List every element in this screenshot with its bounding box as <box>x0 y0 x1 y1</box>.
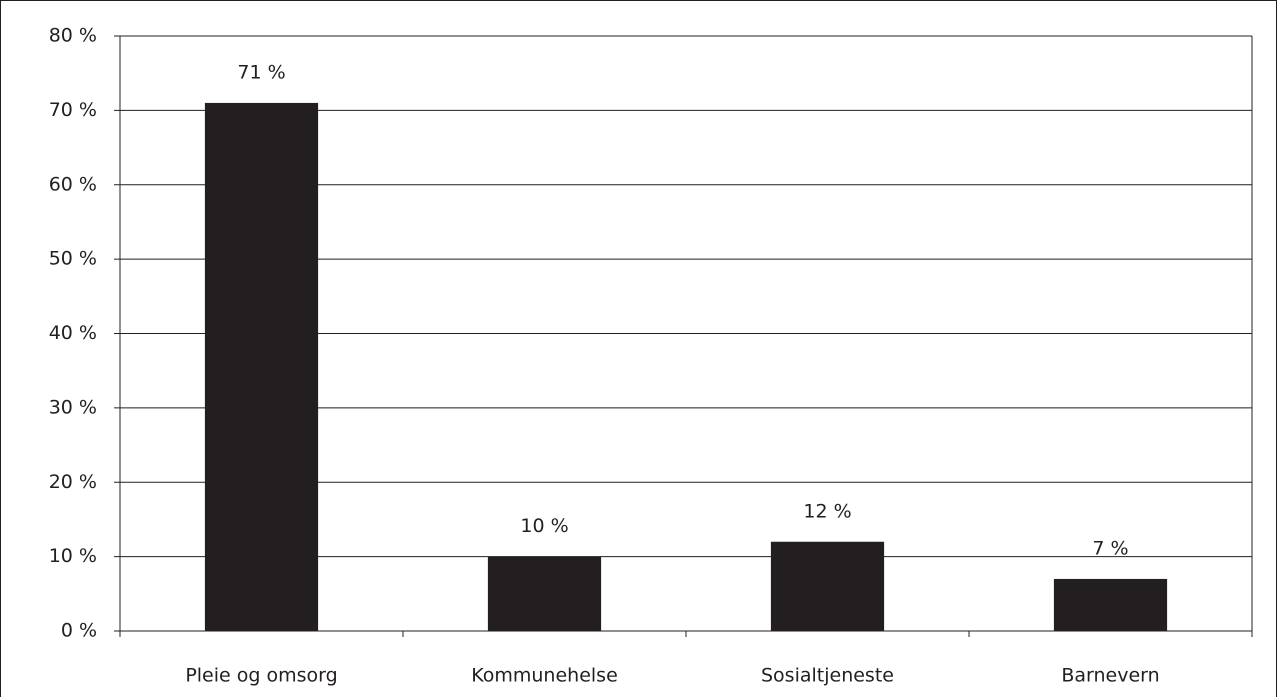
y-tick-label: 30 % <box>49 396 97 418</box>
y-tick-label: 50 % <box>49 248 97 270</box>
value-label: 12 % <box>803 500 851 522</box>
y-tick-label: 10 % <box>49 545 97 567</box>
value-label: 71 % <box>237 61 285 83</box>
y-tick-label: 70 % <box>49 99 97 121</box>
y-tick-label: 0 % <box>61 620 97 642</box>
y-tick-label: 60 % <box>49 173 97 195</box>
x-tick-label: Kommunehelse <box>471 665 618 687</box>
y-tick-label: 80 % <box>49 25 97 47</box>
bar <box>204 102 319 631</box>
y-tick-label: 40 % <box>49 322 97 344</box>
value-label: 10 % <box>520 515 568 537</box>
bar <box>1053 578 1168 631</box>
bar <box>487 556 602 631</box>
y-tick-label: 20 % <box>49 471 97 493</box>
x-tick-label: Barnevern <box>1061 665 1159 687</box>
value-label: 7 % <box>1092 537 1128 559</box>
bar <box>770 541 885 631</box>
x-tick-label: Pleie og omsorg <box>185 665 337 687</box>
x-tick-label: Sosialtjeneste <box>761 665 894 687</box>
